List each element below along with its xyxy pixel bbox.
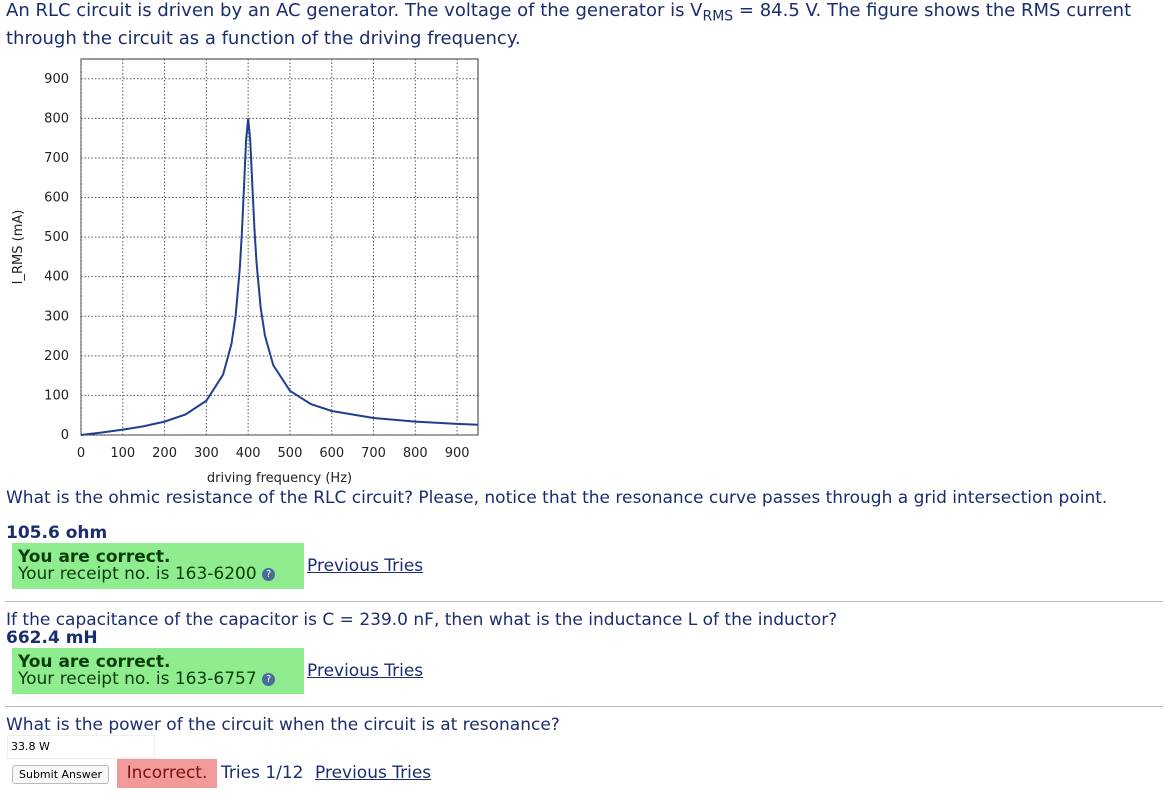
help-icon[interactable]: ? <box>262 567 276 581</box>
line-series <box>80 118 479 436</box>
answer-input[interactable]: 33.8 W <box>7 735 155 759</box>
intro-subscript: RMS <box>702 8 734 25</box>
x-tick-label: 800 <box>403 446 428 461</box>
previous-tries-link[interactable]: Previous Tries <box>315 763 432 783</box>
x-tick-label: 0 <box>77 446 85 461</box>
x-tick-label: 100 <box>110 446 135 461</box>
divider <box>5 601 1163 602</box>
intro-text: = 84.5 V. The figure shows the RMS curre… <box>6 0 1132 49</box>
x-tick-label: 400 <box>236 446 261 461</box>
intro-text: An RLC circuit is driven by an AC genera… <box>6 0 703 21</box>
tries: Tries 1/12 <box>221 763 304 783</box>
y-tick-label: 800 <box>44 111 69 126</box>
x-tick-label: 500 <box>278 446 303 461</box>
x-axis-label: driving frequency (Hz) <box>207 471 352 486</box>
y-tick-label: 700 <box>44 151 69 166</box>
status: You are correct. <box>18 652 171 672</box>
question: If the capacitance of the capacitor is C… <box>6 610 838 630</box>
status: You are correct. <box>18 547 171 567</box>
x-tick-label: 300 <box>194 446 219 461</box>
y-tick-label: 100 <box>44 388 69 403</box>
feedback: You are correct. Your receipt no. is 163-… <box>12 543 304 589</box>
y-tick-label: 400 <box>44 270 69 285</box>
answer: 105.6 ohm <box>6 523 108 543</box>
question: What is the power of the circuit when th… <box>6 715 560 735</box>
y-tick-label: 900 <box>44 72 69 87</box>
y-tick-label: 300 <box>44 309 69 324</box>
help-icon[interactable]: ? <box>262 672 276 686</box>
previous-tries-link[interactable]: Previous Tries <box>307 556 424 576</box>
receipt: Your receipt no. is 163-6757 <box>18 669 257 689</box>
intro: An RLC circuit is driven by an AC genera… <box>6 0 1166 50</box>
answer: 662.4 mH <box>6 628 98 648</box>
x-tick-label: 900 <box>445 446 470 461</box>
y-tick-label: 0 <box>61 428 69 443</box>
divider <box>5 706 1163 707</box>
feedback: You are correct. Your receipt no. is 163-… <box>12 648 304 694</box>
y-tick-label: 600 <box>44 191 69 206</box>
submit-button[interactable]: Submit Answer <box>12 765 110 784</box>
previous-tries-link[interactable]: Previous Tries <box>307 661 424 681</box>
plot-area <box>80 58 479 436</box>
y-tick-label: 500 <box>44 230 69 245</box>
question: What is the ohmic resistance of the RLC … <box>6 488 1108 508</box>
chart: 0 100 200 300 400 500 600 700 800 900 0 100 200 300 40… <box>11 58 479 486</box>
x-tick-label: 200 <box>152 446 177 461</box>
status-incorrect: Incorrect. <box>117 759 217 788</box>
x-tick-label: 600 <box>319 446 344 461</box>
receipt: Your receipt no. is 163-6200 <box>18 564 257 584</box>
y-tick-label: 200 <box>44 349 69 364</box>
y-axis-label: I_RMS (mA) <box>11 210 26 285</box>
x-tick-label: 700 <box>361 446 386 461</box>
